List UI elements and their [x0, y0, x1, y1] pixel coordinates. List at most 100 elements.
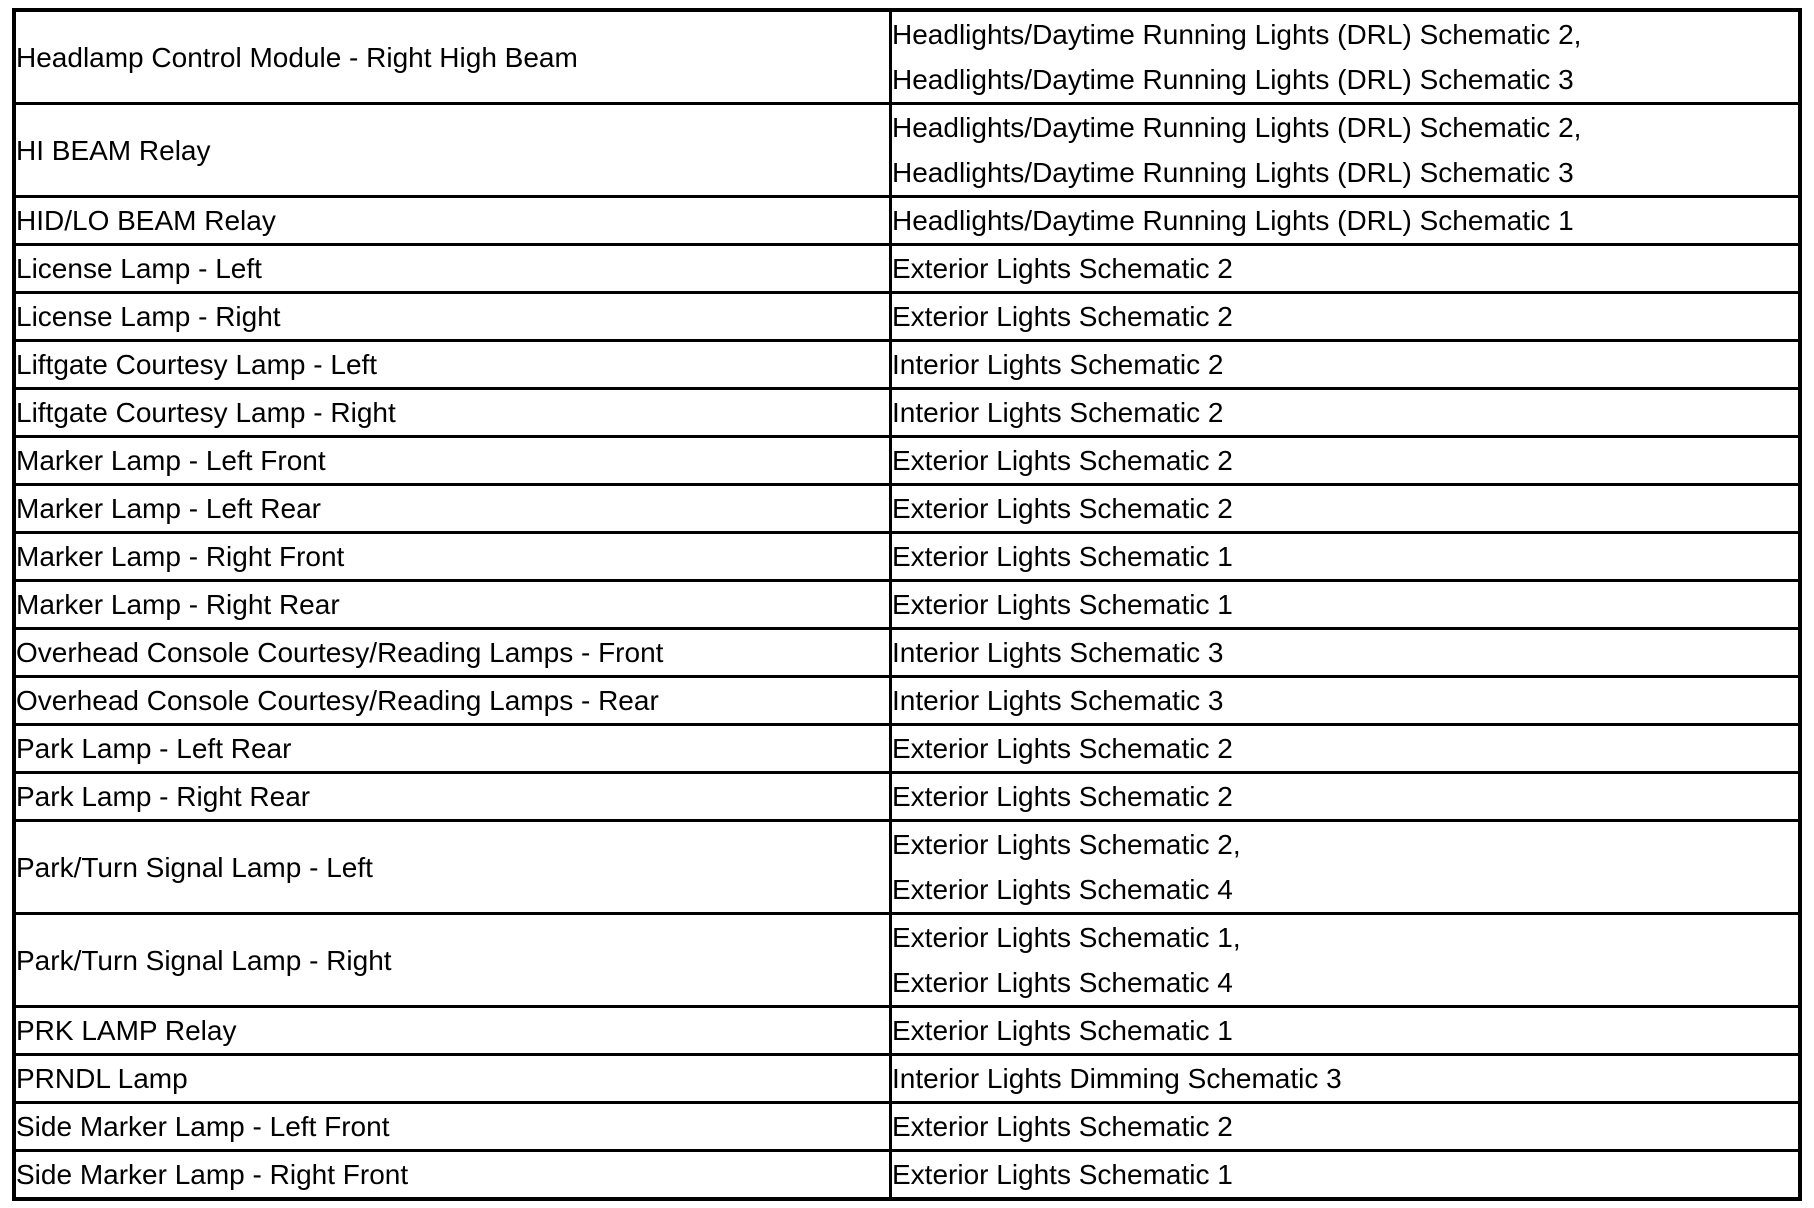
component-name: Marker Lamp - Right Front: [16, 541, 345, 572]
schematic-cell: Exterior Lights Schematic 2: [889, 771, 1802, 822]
component-name: Park Lamp - Right Rear: [16, 781, 311, 812]
table-row: Headlamp Control Module - Right High Bea…: [12, 8, 1802, 105]
component-name: Marker Lamp - Right Rear: [16, 589, 340, 620]
schematic-ref: Exterior Lights Schematic 2: [892, 781, 1233, 812]
component-cell: License Lamp - Left: [12, 243, 892, 294]
schematic-cell: Exterior Lights Schematic 2: [889, 723, 1802, 774]
schematic-cell: Exterior Lights Schematic 2: [889, 291, 1802, 342]
component-cell: License Lamp - Right: [12, 291, 892, 342]
component-cell: Side Marker Lamp - Right Front: [12, 1149, 892, 1201]
component-name: Headlamp Control Module - Right High Bea…: [16, 41, 578, 73]
schematic-cell: Exterior Lights Schematic 2, Exterior Lig…: [889, 819, 1802, 915]
schematic-cell: Interior Lights Schematic 2: [889, 339, 1802, 390]
table-row: Marker Lamp - Right Rear Exterior Lights …: [12, 579, 1802, 630]
schematic-cell: Exterior Lights Schematic 2: [889, 483, 1802, 534]
component-name: PRNDL Lamp: [16, 1063, 188, 1094]
schematic-ref: Exterior Lights Schematic 2: [892, 253, 1233, 284]
table-row: Side Marker Lamp - Left Front Exterior Li…: [12, 1101, 1802, 1152]
schematic-ref: Exterior Lights Schematic 1: [892, 541, 1233, 572]
component-cell: Liftgate Courtesy Lamp - Left: [12, 339, 892, 390]
schematic-cell: Headlights/Daytime Running Lights (DRL) …: [889, 102, 1802, 198]
table-row: PRNDL Lamp Interior Lights Dimming Schema…: [12, 1053, 1802, 1104]
component-name: Liftgate Courtesy Lamp - Left: [16, 349, 378, 380]
component-name: Park/Turn Signal Lamp - Right: [16, 944, 392, 976]
schematic-ref: Exterior Lights Schematic 1: [892, 1159, 1233, 1190]
schematic-cell: Interior Lights Schematic 3: [889, 627, 1802, 678]
component-cell: Liftgate Courtesy Lamp - Right: [12, 387, 892, 438]
component-cell: Overhead Console Courtesy/Reading Lamps …: [12, 627, 892, 678]
component-cell: Headlamp Control Module - Right High Bea…: [12, 8, 892, 105]
component-name: Side Marker Lamp - Left Front: [16, 1111, 390, 1142]
schematic-ref: Interior Lights Dimming Schematic 3: [892, 1063, 1342, 1094]
component-name: HI BEAM Relay: [16, 134, 211, 166]
schematic-ref: Exterior Lights Schematic 2: [892, 733, 1233, 764]
component-cell: PRNDL Lamp: [12, 1053, 892, 1104]
component-name: Side Marker Lamp - Right Front: [16, 1159, 409, 1190]
table-row: Liftgate Courtesy Lamp - Right Interior L…: [12, 387, 1802, 438]
component-cell: Park/Turn Signal Lamp - Left: [12, 819, 892, 915]
component-name: Marker Lamp - Left Rear: [16, 493, 321, 524]
schematic-cell: Headlights/Daytime Running Lights (DRL) …: [889, 195, 1802, 246]
schematic-ref: Exterior Lights Schematic 2,: [892, 829, 1241, 860]
component-name: License Lamp - Left: [16, 253, 262, 284]
component-cell: Marker Lamp - Right Rear: [12, 579, 892, 630]
table-row: Liftgate Courtesy Lamp - Left Interior Li…: [12, 339, 1802, 390]
schematic-ref: Exterior Lights Schematic 1: [892, 589, 1233, 620]
table-row: Marker Lamp - Left Front Exterior Lights …: [12, 435, 1802, 486]
component-cell: Marker Lamp - Left Front: [12, 435, 892, 486]
schematic-ref: Exterior Lights Schematic 1,: [892, 922, 1241, 953]
schematic-ref: Interior Lights Schematic 2: [892, 349, 1224, 380]
schematic-ref: Headlights/Daytime Running Lights (DRL) …: [892, 64, 1574, 95]
schematic-ref: Exterior Lights Schematic 4: [892, 967, 1233, 998]
component-name: Liftgate Courtesy Lamp - Right: [16, 397, 396, 428]
table-row: Marker Lamp - Left Rear Exterior Lights S…: [12, 483, 1802, 534]
schematic-cell: Interior Lights Schematic 3: [889, 675, 1802, 726]
table-row: Side Marker Lamp - Right Front Exterior L…: [12, 1149, 1802, 1201]
schematic-cell: Exterior Lights Schematic 2: [889, 1101, 1802, 1152]
schematic-cell: Exterior Lights Schematic 1: [889, 1005, 1802, 1056]
component-name: PRK LAMP Relay: [16, 1015, 237, 1046]
table-row: Park Lamp - Right Rear Exterior Lights Sc…: [12, 771, 1802, 822]
schematic-cell: Interior Lights Schematic 2: [889, 387, 1802, 438]
table-row: Park/Turn Signal Lamp - Right Exterior Li…: [12, 912, 1802, 1008]
component-name: Park Lamp - Left Rear: [16, 733, 292, 764]
schematic-cell: Interior Lights Dimming Schematic 3: [889, 1053, 1802, 1104]
table-row: Marker Lamp - Right Front Exterior Lights…: [12, 531, 1802, 582]
schematic-ref: Interior Lights Schematic 2: [892, 397, 1224, 428]
component-cell: Overhead Console Courtesy/Reading Lamps …: [12, 675, 892, 726]
table-row: PRK LAMP Relay Exterior Lights Schematic …: [12, 1005, 1802, 1056]
table-row: HID/LO BEAM Relay Headlights/Daytime Runn…: [12, 195, 1802, 246]
schematic-ref: Headlights/Daytime Running Lights (DRL) …: [892, 205, 1574, 236]
schematic-cell: Exterior Lights Schematic 2: [889, 243, 1802, 294]
component-cell: Park Lamp - Right Rear: [12, 771, 892, 822]
component-name: HID/LO BEAM Relay: [16, 205, 276, 236]
table-row: License Lamp - Right Exterior Lights Sche…: [12, 291, 1802, 342]
component-cell: HID/LO BEAM Relay: [12, 195, 892, 246]
table-row: Park Lamp - Left Rear Exterior Lights Sch…: [12, 723, 1802, 774]
schematic-ref: Headlights/Daytime Running Lights (DRL) …: [892, 19, 1582, 50]
component-cell: Marker Lamp - Right Front: [12, 531, 892, 582]
component-name: License Lamp - Right: [16, 301, 281, 332]
schematic-cell: Exterior Lights Schematic 1, Exterior Lig…: [889, 912, 1802, 1008]
table-row: License Lamp - Left Exterior Lights Schem…: [12, 243, 1802, 294]
table-row: Overhead Console Courtesy/Reading Lamps …: [12, 675, 1802, 726]
component-name: Marker Lamp - Left Front: [16, 445, 326, 476]
component-cell: Park Lamp - Left Rear: [12, 723, 892, 774]
schematic-cell: Exterior Lights Schematic 2: [889, 435, 1802, 486]
component-cell: Side Marker Lamp - Left Front: [12, 1101, 892, 1152]
component-schematic-table: Headlamp Control Module - Right High Bea…: [12, 8, 1802, 1201]
schematic-cell: Exterior Lights Schematic 1: [889, 531, 1802, 582]
table-body: Headlamp Control Module - Right High Bea…: [12, 8, 1802, 1201]
schematic-cell: Exterior Lights Schematic 1: [889, 1149, 1802, 1201]
table-row: Overhead Console Courtesy/Reading Lamps …: [12, 627, 1802, 678]
table-row: HI BEAM Relay Headlights/Daytime Running …: [12, 102, 1802, 198]
schematic-ref: Exterior Lights Schematic 2: [892, 445, 1233, 476]
component-name: Overhead Console Courtesy/Reading Lamps …: [16, 685, 659, 716]
component-cell: PRK LAMP Relay: [12, 1005, 892, 1056]
schematic-ref: Exterior Lights Schematic 2: [892, 493, 1233, 524]
schematic-ref: Exterior Lights Schematic 4: [892, 874, 1233, 905]
component-cell: Park/Turn Signal Lamp - Right: [12, 912, 892, 1008]
schematic-ref: Headlights/Daytime Running Lights (DRL) …: [892, 112, 1582, 143]
schematic-ref: Exterior Lights Schematic 1: [892, 1015, 1233, 1046]
schematic-ref: Exterior Lights Schematic 2: [892, 301, 1233, 332]
